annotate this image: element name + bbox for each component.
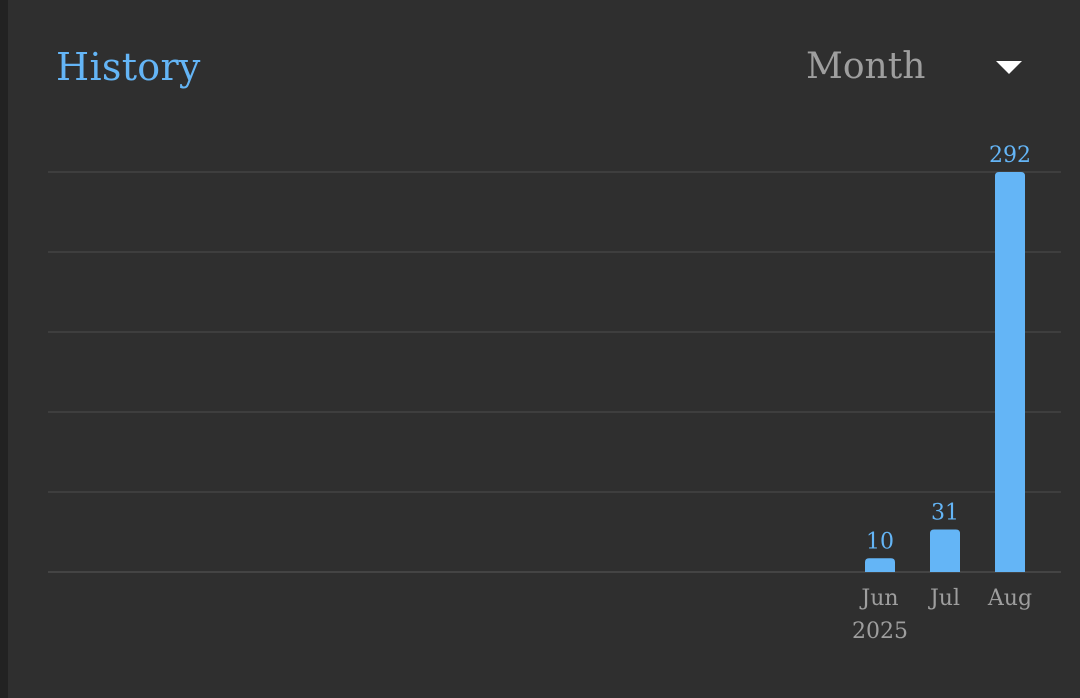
bar-aug[interactable] bbox=[995, 172, 1025, 572]
data-label: 292 bbox=[989, 143, 1031, 168]
triangle-down-icon bbox=[996, 61, 1022, 74]
data-label: 10 bbox=[866, 529, 894, 554]
period-selected-value: Month bbox=[806, 46, 926, 87]
card-title: History bbox=[56, 45, 201, 89]
x-tick-sublabel: 2025 bbox=[852, 619, 908, 644]
data-label: 31 bbox=[931, 501, 959, 526]
bar-jul[interactable] bbox=[930, 529, 960, 572]
history-card: History Month bbox=[8, 0, 1080, 698]
bar-jun[interactable] bbox=[865, 558, 895, 572]
x-tick-label: Aug bbox=[987, 586, 1032, 611]
x-tick-label: Jul bbox=[928, 586, 960, 611]
x-tick-label: Jun bbox=[859, 586, 898, 611]
left-edge-border bbox=[0, 0, 8, 698]
period-dropdown[interactable]: Month bbox=[796, 40, 1036, 94]
